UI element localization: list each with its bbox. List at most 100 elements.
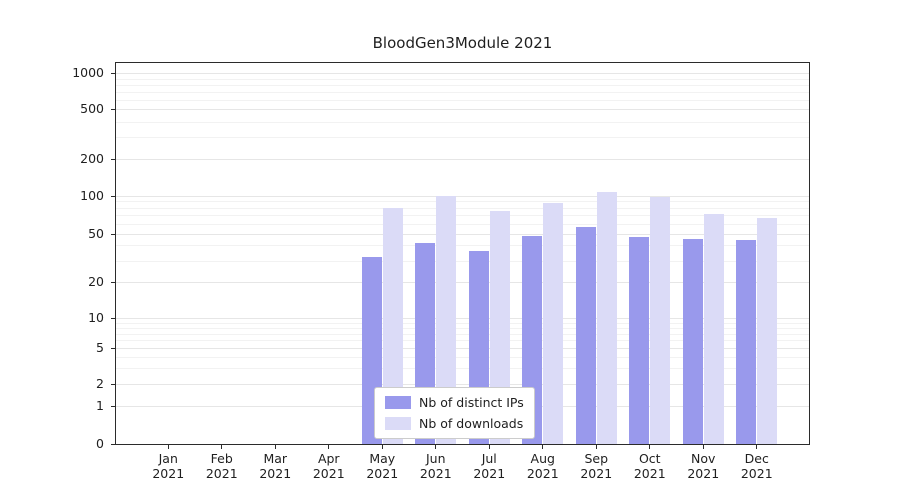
bar-downloads xyxy=(489,211,510,444)
y-tick-mark xyxy=(111,73,115,75)
x-tick-year: 2021 xyxy=(633,466,666,481)
y-tick-label: 500 xyxy=(80,101,104,117)
x-tick-month: Feb xyxy=(210,451,233,466)
x-tick-year: 2021 xyxy=(419,466,452,481)
y-tick-label: 1000 xyxy=(72,65,104,81)
x-tick-month: Nov xyxy=(691,451,716,466)
x-tick-month: Mar xyxy=(263,451,288,466)
x-tick-month: Dec xyxy=(744,451,769,466)
minor-gridline xyxy=(116,121,809,123)
minor-gridline xyxy=(116,84,809,86)
y-tick-label: 1 xyxy=(96,397,104,413)
minor-gridline xyxy=(116,91,809,93)
minor-gridline xyxy=(116,137,809,139)
x-tick-year: 2021 xyxy=(205,466,238,481)
legend-label-downloads: Nb of downloads xyxy=(419,416,524,431)
major-gridline xyxy=(116,233,809,235)
y-tick-label: 10 xyxy=(88,310,104,326)
x-tick-label: Jun 2021 xyxy=(406,451,466,481)
x-tick-year: 2021 xyxy=(312,466,345,481)
minor-gridline xyxy=(116,78,809,80)
y-tick-label: 20 xyxy=(88,274,104,290)
chart-title: BloodGen3Module 2021 xyxy=(372,34,553,52)
x-tick-mark xyxy=(274,445,276,449)
x-tick-label: May 2021 xyxy=(352,451,412,481)
x-tick-mark xyxy=(381,445,383,449)
x-tick-label: Jan 2021 xyxy=(138,451,198,481)
minor-gridline xyxy=(116,207,809,209)
minor-gridline xyxy=(116,201,809,203)
bar-downloads xyxy=(436,195,457,444)
minor-gridline xyxy=(116,322,809,324)
major-gridline xyxy=(116,195,809,197)
legend-swatch-downloads xyxy=(385,417,411,430)
x-tick-mark xyxy=(595,445,597,449)
y-tick-mark xyxy=(111,444,115,445)
y-tick-mark xyxy=(111,347,115,349)
x-tick-month: May xyxy=(369,451,396,466)
minor-gridline xyxy=(116,333,809,335)
x-tick-year: 2021 xyxy=(366,466,399,481)
legend-swatch-distinct-ips xyxy=(385,396,411,409)
x-tick-label: Apr 2021 xyxy=(299,451,359,481)
x-tick-month: Aug xyxy=(530,451,555,466)
x-tick-year: 2021 xyxy=(473,466,506,481)
y-tick-mark xyxy=(111,318,115,320)
x-tick-month: Jan xyxy=(158,451,178,466)
y-tick-mark xyxy=(111,233,115,235)
minor-gridline xyxy=(116,223,809,225)
minor-gridline xyxy=(116,245,809,247)
y-tick-mark xyxy=(111,383,115,385)
legend-label-distinct-ips: Nb of distinct IPs xyxy=(419,395,524,410)
x-tick-mark xyxy=(435,445,437,449)
x-tick-mark xyxy=(702,445,704,449)
x-tick-label: Feb 2021 xyxy=(192,451,252,481)
y-tick-mark xyxy=(111,195,115,197)
bar-downloads xyxy=(650,196,671,444)
minor-gridline xyxy=(116,327,809,329)
x-tick-year: 2021 xyxy=(259,466,292,481)
y-tick-mark xyxy=(111,405,115,407)
major-gridline xyxy=(116,282,809,284)
x-tick-label: Nov 2021 xyxy=(673,451,733,481)
minor-gridline xyxy=(116,215,809,217)
legend: Nb of distinct IPs Nb of downloads xyxy=(374,387,535,439)
legend-item-distinct-ips: Nb of distinct IPs xyxy=(385,395,524,410)
bar-downloads xyxy=(757,217,778,444)
x-tick-month: Jul xyxy=(481,451,497,466)
x-tick-mark xyxy=(756,445,758,449)
x-tick-month: Jun xyxy=(425,451,446,466)
y-tick-label: 50 xyxy=(88,225,104,241)
major-gridline xyxy=(116,159,809,160)
bar-distinct-ips xyxy=(736,240,757,444)
bar-distinct-ips xyxy=(575,226,596,444)
x-tick-year: 2021 xyxy=(740,466,773,481)
plot-area: Nb of distinct IPs Nb of downloads xyxy=(115,62,810,445)
legend-item-downloads: Nb of downloads xyxy=(385,416,524,431)
y-tick-label: 200 xyxy=(80,151,104,166)
x-tick-year: 2021 xyxy=(526,466,559,481)
major-gridline xyxy=(116,347,809,349)
major-gridline xyxy=(116,109,809,111)
x-tick-label: Oct 2021 xyxy=(620,451,680,481)
y-tick-mark xyxy=(111,282,115,284)
y-tick-mark xyxy=(111,109,115,111)
x-tick-month: Oct xyxy=(638,451,661,466)
y-tick-mark xyxy=(111,159,115,160)
minor-gridline xyxy=(116,260,809,262)
x-tick-month: Apr xyxy=(317,451,340,466)
minor-gridline xyxy=(116,99,809,101)
y-tick-label: 100 xyxy=(80,187,104,203)
x-tick-month: Sep xyxy=(584,451,609,466)
minor-gridline xyxy=(116,367,809,369)
bar-downloads xyxy=(703,213,724,444)
x-tick-label: Sep 2021 xyxy=(566,451,626,481)
bar-distinct-ips xyxy=(629,236,650,444)
x-tick-mark xyxy=(488,445,490,449)
bar-downloads xyxy=(596,191,617,444)
x-tick-label: Jul 2021 xyxy=(459,451,519,481)
x-tick-label: Mar 2021 xyxy=(245,451,305,481)
x-tick-mark xyxy=(542,445,544,449)
x-tick-mark xyxy=(167,445,169,449)
